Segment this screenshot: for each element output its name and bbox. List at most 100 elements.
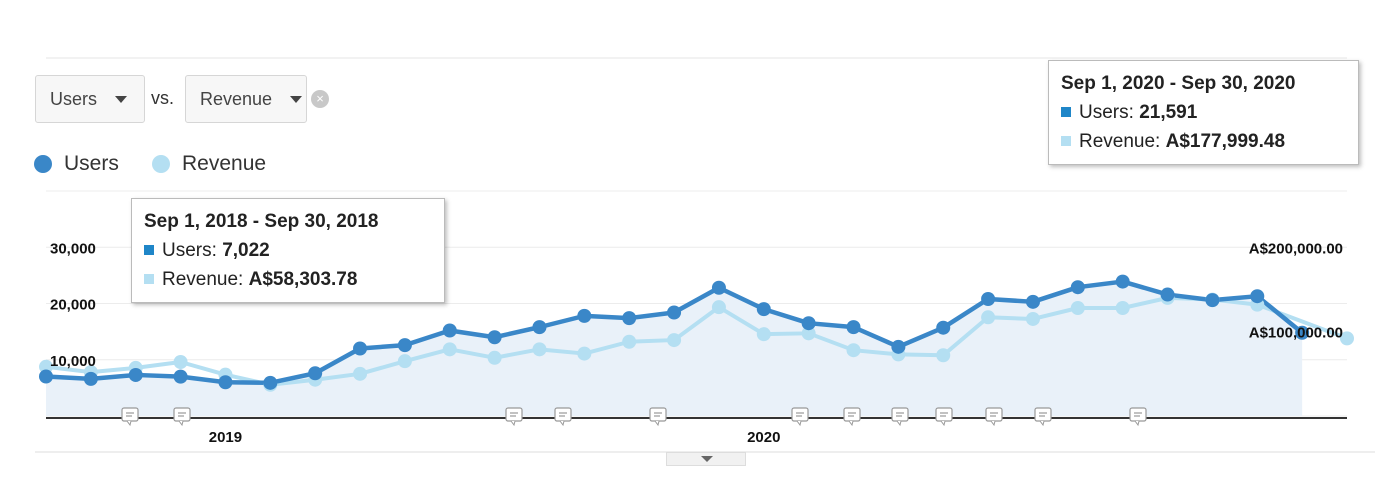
annotation-marker-icon[interactable] bbox=[891, 407, 909, 427]
annotation-marker-icon[interactable] bbox=[791, 407, 809, 427]
y-right-tick-label: A$100,000.00 bbox=[1249, 325, 1343, 342]
tooltip-sep-2020: Sep 1, 2020 - Sep 30, 2020 Users: 21,591… bbox=[1048, 60, 1359, 165]
revenue-point bbox=[801, 326, 816, 341]
revenue-point bbox=[173, 355, 188, 370]
users-point bbox=[487, 330, 502, 345]
tooltip-users-value: 7,022 bbox=[222, 240, 270, 261]
users-point bbox=[1160, 287, 1175, 302]
tooltip-revenue-label: Revenue: bbox=[162, 269, 249, 290]
revenue-point bbox=[1115, 301, 1130, 316]
y-right-tick-label: A$200,000.00 bbox=[1249, 240, 1343, 257]
users-point bbox=[128, 367, 143, 382]
tooltip-revenue-label: Revenue: bbox=[1079, 131, 1166, 152]
revenue-point bbox=[667, 333, 682, 348]
tooltip-users-label: Users: bbox=[162, 240, 223, 261]
users-point bbox=[756, 302, 771, 317]
x-tick-label: 2019 bbox=[209, 429, 242, 446]
revenue-point bbox=[936, 348, 951, 363]
users-point bbox=[846, 320, 861, 335]
annotation-marker-icon[interactable] bbox=[121, 407, 139, 427]
users-point bbox=[1025, 294, 1040, 309]
tooltip-sep-2018: Sep 1, 2018 - Sep 30, 2018 Users: 7,022 … bbox=[131, 198, 445, 303]
tooltip-revenue-row: Revenue: A$58,303.78 bbox=[144, 265, 432, 294]
users-point bbox=[263, 375, 278, 390]
users-swatch-icon bbox=[1061, 107, 1071, 117]
legend-item-users[interactable]: Users bbox=[34, 152, 119, 176]
revenue-point bbox=[622, 334, 637, 349]
users-point bbox=[1295, 325, 1310, 340]
y-left-tick-label: 10,000 bbox=[50, 353, 96, 370]
revenue-point bbox=[1070, 301, 1085, 316]
tooltip-title: Sep 1, 2018 - Sep 30, 2018 bbox=[144, 211, 379, 232]
users-point bbox=[1115, 274, 1130, 289]
metric-2-select[interactable]: Revenue bbox=[185, 75, 307, 123]
revenue-swatch-icon bbox=[144, 274, 154, 284]
users-point bbox=[353, 341, 368, 356]
annotation-marker-icon[interactable] bbox=[843, 407, 861, 427]
tooltip-title: Sep 1, 2020 - Sep 30, 2020 bbox=[1061, 73, 1296, 94]
revenue-point bbox=[532, 342, 547, 357]
users-point bbox=[801, 316, 816, 331]
annotation-marker-icon[interactable] bbox=[1034, 407, 1052, 427]
users-swatch-icon bbox=[144, 245, 154, 255]
users-point bbox=[1205, 293, 1220, 308]
users-point bbox=[936, 320, 951, 335]
tooltip-revenue-row: Revenue: A$177,999.48 bbox=[1061, 127, 1346, 156]
legend-dot-icon bbox=[152, 155, 170, 173]
legend-label: Revenue bbox=[182, 152, 267, 175]
tooltip-revenue-value: A$58,303.78 bbox=[248, 269, 358, 290]
revenue-point bbox=[39, 359, 53, 374]
annotation-marker-icon[interactable] bbox=[505, 407, 523, 427]
users-point bbox=[577, 308, 592, 323]
annotation-marker-icon[interactable] bbox=[554, 407, 572, 427]
revenue-point bbox=[577, 346, 592, 361]
users-point bbox=[891, 339, 906, 354]
users-point bbox=[622, 311, 637, 326]
users-point bbox=[1250, 289, 1265, 304]
y-left-tick-label: 30,000 bbox=[50, 240, 96, 257]
vs-label: vs. bbox=[151, 88, 175, 108]
annotation-marker-icon[interactable] bbox=[173, 407, 191, 427]
annotation-marker-icon[interactable] bbox=[935, 407, 953, 427]
revenue-point bbox=[442, 342, 457, 357]
legend-dot-icon bbox=[34, 155, 52, 173]
tooltip-revenue-value: A$177,999.48 bbox=[1165, 131, 1286, 152]
annotation-marker-icon[interactable] bbox=[1129, 407, 1147, 427]
revenue-point bbox=[981, 310, 996, 325]
revenue-point bbox=[1025, 311, 1040, 326]
users-point bbox=[667, 305, 682, 320]
users-point bbox=[1070, 280, 1085, 295]
legend-item-revenue[interactable]: Revenue bbox=[152, 152, 266, 176]
revenue-swatch-icon bbox=[1061, 136, 1071, 146]
clear-comparison-icon[interactable]: × bbox=[311, 90, 329, 108]
users-point bbox=[532, 320, 547, 335]
revenue-point bbox=[353, 366, 368, 381]
revenue-point bbox=[1340, 331, 1354, 346]
annotation-marker-icon[interactable] bbox=[985, 407, 1003, 427]
metric-1-label: Users bbox=[50, 88, 98, 109]
dropdown-arrow-icon bbox=[290, 95, 303, 103]
tooltip-users-label: Users: bbox=[1079, 102, 1140, 123]
revenue-point bbox=[397, 354, 412, 369]
annotation-marker-icon[interactable] bbox=[649, 407, 667, 427]
y-left-tick-label: 20,000 bbox=[50, 297, 96, 314]
users-point bbox=[83, 371, 98, 386]
users-point bbox=[397, 338, 412, 353]
users-point bbox=[981, 292, 996, 306]
metric-2-label: Revenue bbox=[200, 88, 273, 109]
users-point bbox=[711, 280, 726, 295]
revenue-point bbox=[711, 300, 726, 315]
users-point bbox=[39, 369, 53, 384]
tooltip-users-row: Users: 21,591 bbox=[1061, 98, 1346, 127]
metric-1-select[interactable]: Users bbox=[35, 75, 145, 123]
users-point bbox=[173, 369, 188, 384]
expand-handle[interactable] bbox=[666, 452, 746, 466]
revenue-point bbox=[487, 350, 502, 365]
tooltip-users-row: Users: 7,022 bbox=[144, 236, 432, 265]
x-tick-label: 2020 bbox=[747, 429, 780, 446]
dropdown-arrow-icon bbox=[115, 95, 128, 103]
tooltip-users-value: 21,591 bbox=[1139, 102, 1198, 123]
users-point bbox=[218, 375, 233, 390]
users-point bbox=[442, 323, 457, 338]
